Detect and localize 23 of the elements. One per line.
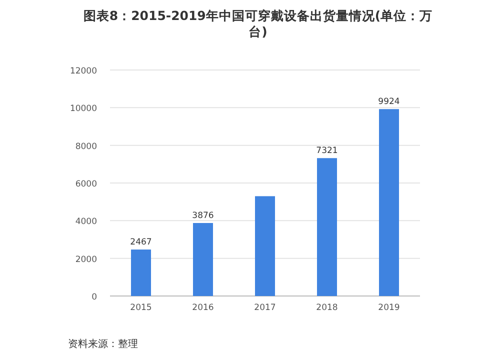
x-tick-label: 2018 xyxy=(316,303,338,313)
y-tick-label: 2000 xyxy=(75,254,97,265)
chart-title: 图表8：2015-2019年中国可穿戴设备出货量情况(单位：万台) xyxy=(83,8,433,39)
bar xyxy=(255,196,275,296)
y-tick-label: 8000 xyxy=(75,142,97,152)
x-tick-label: 2015 xyxy=(130,303,152,313)
y-tick-label: 4000 xyxy=(75,217,97,228)
x-tick-label: 2016 xyxy=(192,303,214,313)
y-tick-label: 10000 xyxy=(70,104,97,114)
text: 资料来源：整理 xyxy=(68,338,138,350)
data-label: 7321 xyxy=(316,146,338,156)
bar xyxy=(131,250,151,296)
bar xyxy=(193,223,213,296)
y-tick-label: 6000 xyxy=(75,180,97,190)
x-tick-label: 2019 xyxy=(378,303,400,313)
bar xyxy=(317,158,337,296)
y-tick-label: 12000 xyxy=(70,66,97,76)
data-label: 3876 xyxy=(192,211,214,221)
bar xyxy=(379,109,399,296)
data-label: 2467 xyxy=(130,238,152,248)
data-label: 9924 xyxy=(378,97,400,108)
y-tick-label: 0 xyxy=(92,292,97,302)
x-tick-label: 2017 xyxy=(254,303,276,313)
